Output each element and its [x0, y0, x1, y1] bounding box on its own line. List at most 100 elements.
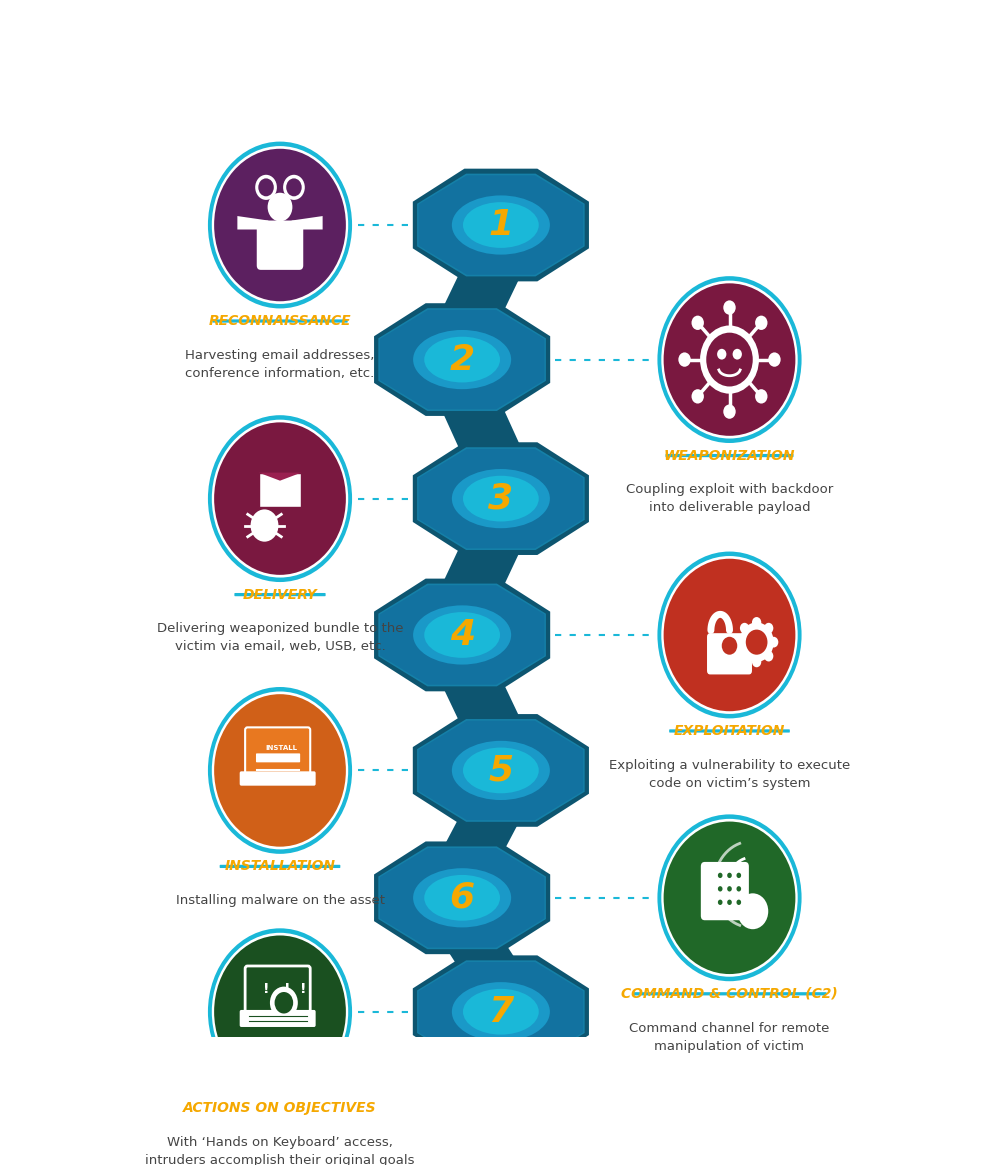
Ellipse shape [424, 337, 500, 382]
Text: 5: 5 [488, 754, 513, 788]
Circle shape [657, 551, 802, 719]
Circle shape [664, 283, 795, 436]
Ellipse shape [452, 982, 550, 1042]
Ellipse shape [463, 748, 539, 793]
Circle shape [203, 682, 357, 860]
Circle shape [283, 175, 305, 200]
Ellipse shape [463, 475, 539, 522]
Circle shape [212, 419, 348, 578]
FancyBboxPatch shape [259, 473, 301, 507]
Text: 3: 3 [488, 481, 513, 516]
FancyBboxPatch shape [256, 754, 300, 762]
Text: 6: 6 [450, 881, 475, 915]
Text: RECONNAISSANCE: RECONNAISSANCE [209, 315, 351, 329]
Circle shape [692, 316, 704, 330]
Ellipse shape [463, 989, 539, 1035]
Circle shape [717, 348, 726, 360]
Text: Coupling exploit with backdoor
into deliverable payload: Coupling exploit with backdoor into deli… [626, 483, 833, 515]
Circle shape [212, 933, 348, 1090]
Polygon shape [431, 252, 532, 333]
Text: Command channel for remote
manipulation of victim: Command channel for remote manipulation … [629, 1022, 830, 1053]
Circle shape [718, 873, 723, 878]
Ellipse shape [413, 330, 511, 389]
Circle shape [735, 637, 744, 648]
Text: !: ! [285, 982, 291, 996]
Circle shape [270, 987, 298, 1019]
Polygon shape [431, 387, 532, 472]
Polygon shape [292, 216, 323, 230]
Ellipse shape [424, 612, 500, 658]
Circle shape [755, 316, 767, 330]
Circle shape [208, 142, 352, 309]
Circle shape [722, 637, 737, 655]
Text: 7: 7 [488, 995, 513, 1029]
Circle shape [258, 178, 274, 197]
FancyBboxPatch shape [701, 862, 749, 920]
Circle shape [740, 651, 749, 662]
Circle shape [752, 617, 761, 628]
Polygon shape [378, 584, 546, 686]
Circle shape [718, 887, 723, 891]
Polygon shape [431, 662, 532, 743]
Circle shape [723, 404, 736, 418]
Circle shape [661, 556, 798, 714]
Circle shape [736, 873, 741, 878]
Ellipse shape [452, 469, 550, 528]
Circle shape [752, 657, 761, 668]
Ellipse shape [452, 741, 550, 800]
Circle shape [737, 894, 768, 930]
Text: 1: 1 [488, 209, 513, 242]
Circle shape [203, 410, 357, 587]
Text: Installing malware on the asset: Installing malware on the asset [176, 895, 384, 908]
FancyBboxPatch shape [240, 1010, 316, 1028]
Polygon shape [413, 443, 589, 555]
Circle shape [727, 899, 732, 905]
Circle shape [723, 301, 736, 315]
Circle shape [208, 929, 352, 1095]
Polygon shape [419, 962, 583, 1061]
Ellipse shape [424, 875, 500, 920]
Circle shape [214, 694, 346, 847]
Circle shape [214, 423, 346, 574]
Polygon shape [237, 216, 268, 230]
Polygon shape [413, 169, 589, 282]
Circle shape [764, 623, 773, 634]
Circle shape [740, 622, 774, 662]
Circle shape [653, 809, 806, 987]
Circle shape [736, 887, 741, 891]
Circle shape [718, 899, 723, 905]
Polygon shape [419, 449, 583, 549]
Ellipse shape [413, 868, 511, 927]
Polygon shape [413, 955, 589, 1068]
Circle shape [740, 623, 749, 634]
Circle shape [755, 389, 767, 403]
Circle shape [208, 415, 352, 582]
FancyBboxPatch shape [245, 727, 310, 777]
Text: DELIVERY: DELIVERY [243, 587, 317, 601]
Text: !: ! [300, 982, 306, 996]
Polygon shape [374, 841, 550, 954]
Circle shape [653, 270, 806, 449]
Polygon shape [378, 847, 546, 949]
FancyBboxPatch shape [234, 593, 326, 596]
Circle shape [736, 899, 741, 905]
Text: With ‘Hands on Keyboard’ access,
intruders accomplish their original goals: With ‘Hands on Keyboard’ access, intrude… [145, 1136, 415, 1165]
Circle shape [664, 559, 795, 711]
Text: INSTALLATION: INSTALLATION [224, 860, 336, 874]
Polygon shape [431, 525, 532, 608]
Polygon shape [417, 719, 585, 821]
Circle shape [653, 546, 806, 723]
FancyBboxPatch shape [632, 993, 827, 995]
Text: ACTIONS ON OBJECTIVES: ACTIONS ON OBJECTIVES [183, 1101, 377, 1115]
Circle shape [661, 281, 798, 438]
Text: 4: 4 [450, 617, 475, 652]
Circle shape [727, 873, 732, 878]
Polygon shape [417, 174, 585, 276]
FancyBboxPatch shape [187, 1106, 373, 1109]
Circle shape [212, 692, 348, 849]
Circle shape [275, 993, 293, 1014]
FancyBboxPatch shape [669, 729, 790, 733]
Circle shape [212, 146, 348, 304]
Circle shape [769, 637, 778, 648]
Polygon shape [431, 797, 532, 871]
